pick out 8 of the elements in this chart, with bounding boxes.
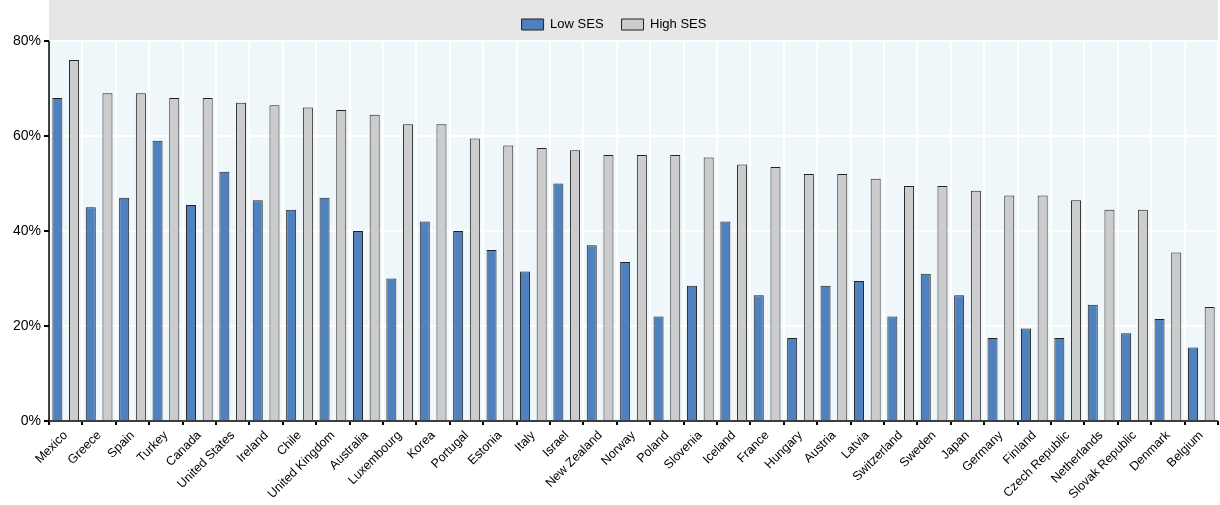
legend-label: High SES (650, 16, 707, 32)
y-tick-label: 80% (12, 31, 42, 48)
y-tick-label: 20% (12, 316, 42, 333)
y-tick-label: 40% (12, 221, 42, 238)
y-tick-label: 60% (12, 126, 42, 143)
y-tick-label: 0% (20, 411, 42, 428)
legend-label: Low SES (550, 16, 604, 32)
x-tick-label: Italy (511, 427, 539, 455)
